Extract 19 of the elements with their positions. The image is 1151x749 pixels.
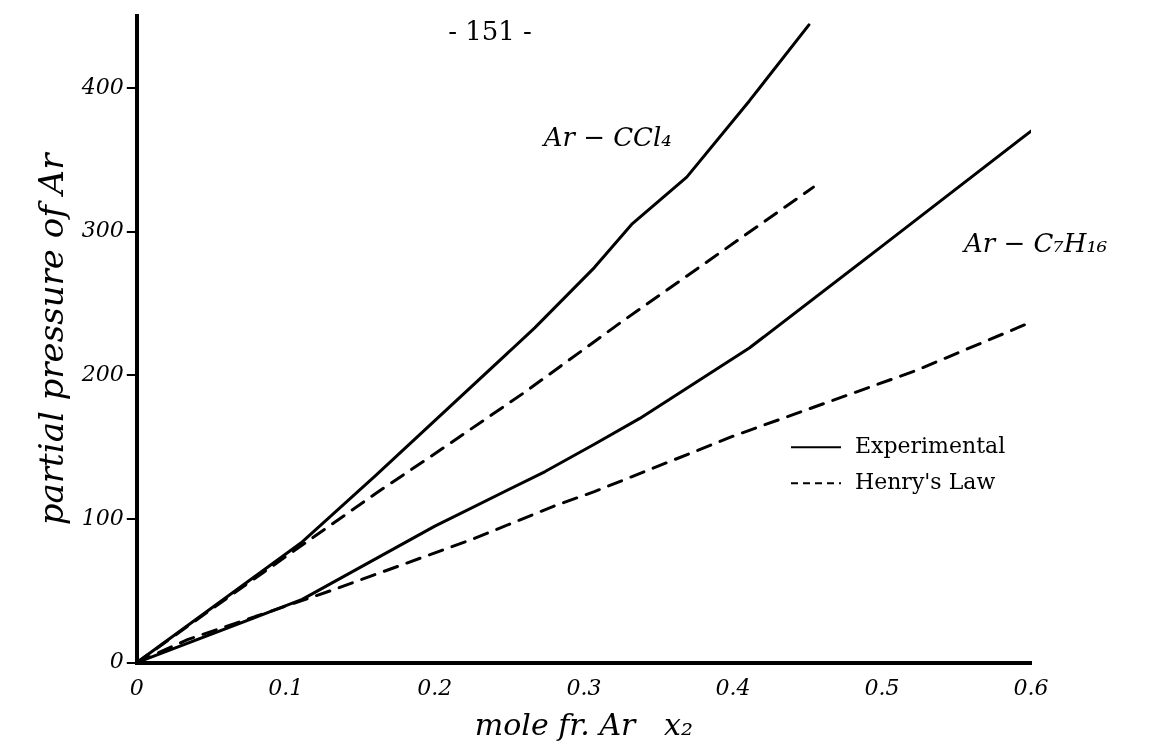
x-tick-label: 0.5 xyxy=(864,674,900,700)
y-tick-label: 200 xyxy=(80,361,124,387)
annotation: Ar − C₇H₁₆ xyxy=(961,228,1108,259)
x-tick-label: 0.2 xyxy=(417,674,453,700)
y-tick-label: 0 xyxy=(109,648,124,674)
x-tick-label: 0.6 xyxy=(1013,674,1049,700)
x-tick-label: 0 xyxy=(129,674,144,700)
legend-label: Henry's Law xyxy=(855,468,996,494)
y-axis-title: partial pressure of Ar xyxy=(31,151,72,526)
x-tick-label: 0.1 xyxy=(268,674,304,700)
y-tick-label: 100 xyxy=(81,504,124,530)
annotation: Ar − CCl₄ xyxy=(541,121,672,152)
y-tick-label: 400 xyxy=(80,73,124,99)
x-tick-label: 0.4 xyxy=(715,674,751,700)
x-tick-label: 0.3 xyxy=(566,674,602,700)
annotation: - 151 - xyxy=(448,15,532,46)
x-axis-title: mole fr. Ar x₂ xyxy=(474,706,693,742)
y-tick-label: 300 xyxy=(81,217,124,243)
legend-label: Experimental xyxy=(855,432,1006,458)
